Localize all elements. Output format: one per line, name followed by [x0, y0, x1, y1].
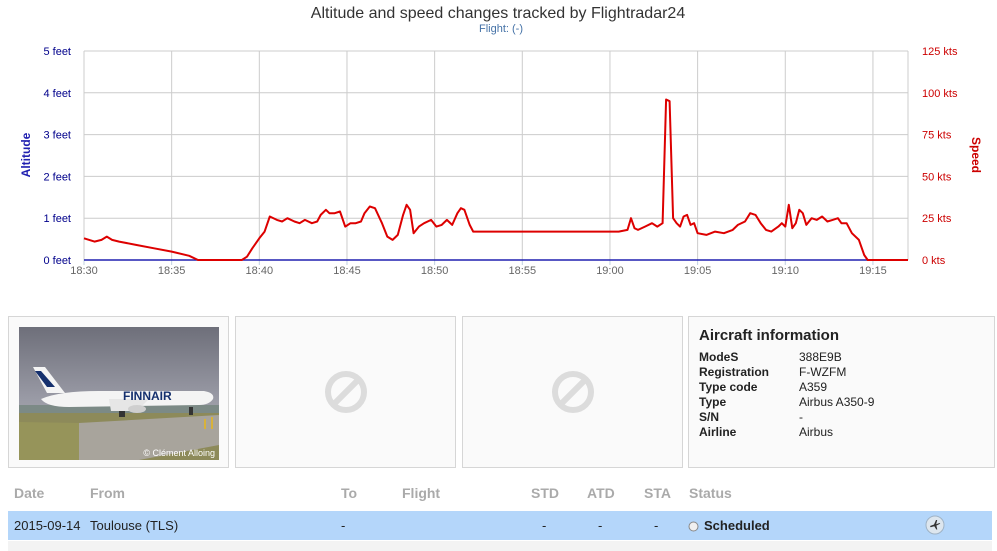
y-right-tick-label: 100 kts — [922, 88, 958, 100]
table-row — [8, 541, 992, 551]
row-atd: - — [598, 518, 603, 533]
col-std[interactable]: STD — [531, 485, 559, 501]
status-dot-icon — [688, 521, 699, 532]
col-status[interactable]: Status — [689, 485, 732, 501]
flight-table-header: Date From To Flight STD ATD STA Status — [0, 483, 997, 505]
altitude-speed-chart: Altitude and speed changes tracked by Fl… — [19, 5, 983, 277]
info-label: Type code — [699, 380, 758, 394]
col-sta[interactable]: STA — [644, 485, 671, 501]
info-label: ModeS — [699, 350, 739, 364]
x-tick-label: 18:55 — [509, 265, 537, 277]
row-from[interactable]: Toulouse (TLS) — [90, 518, 179, 533]
info-row-type: Type Airbus A350-9 — [699, 395, 994, 410]
info-label: Airline — [699, 425, 737, 439]
x-tick-label: 18:45 — [333, 265, 361, 277]
col-date[interactable]: Date — [14, 485, 45, 501]
no-image-icon — [324, 371, 367, 413]
y-left-tick-label: 4 feet — [43, 88, 71, 100]
y-right-tick-label: 25 kts — [922, 213, 952, 225]
info-row-sn: S/N - — [699, 410, 994, 425]
info-label: Type — [699, 395, 727, 409]
info-value: F-WZFM — [799, 365, 847, 379]
y-right-axis-title: Speed — [969, 137, 983, 173]
photo-credit: © Clément Alloing — [143, 448, 215, 458]
info-row-modes: ModeS 388E9B — [699, 350, 994, 365]
info-row-airline: Airline Airbus — [699, 425, 994, 440]
y-left-tick-label: 0 feet — [43, 255, 71, 267]
info-value: A359 — [799, 380, 828, 394]
x-tick-label: 19:05 — [684, 265, 712, 277]
chart-subtitle: Flight: (-) — [479, 23, 523, 35]
y-left-tick-label: 5 feet — [43, 46, 71, 58]
x-tick-label: 19:10 — [772, 265, 800, 277]
x-tick-label: 19:00 — [596, 265, 624, 277]
y-left-tick-label: 3 feet — [43, 130, 71, 142]
col-atd[interactable]: ATD — [587, 485, 615, 501]
info-row-type-code: Type code A359 — [699, 380, 994, 395]
x-tick-label: 18:35 — [158, 265, 186, 277]
col-flight[interactable]: Flight — [402, 485, 441, 501]
x-tick-label: 19:15 — [859, 265, 887, 277]
series-line-speed — [83, 98, 908, 261]
aircraft-photo[interactable]: FINNAIR © Clément Alloing — [19, 327, 219, 460]
info-value: 388E9B — [799, 350, 842, 364]
row-to: - — [341, 518, 346, 533]
y-right-tick-label: 75 kts — [922, 130, 952, 142]
aircraft-photo-panel: FINNAIR © Clément Alloing — [8, 316, 229, 468]
info-label: Registration — [699, 365, 770, 379]
svg-text:FINNAIR: FINNAIR — [123, 389, 172, 403]
info-label: S/N — [699, 410, 720, 424]
info-value: Airbus A350-9 — [799, 395, 875, 409]
empty-photo-panel-2 — [462, 316, 683, 468]
col-from[interactable]: From — [90, 485, 125, 501]
empty-photo-panel-1 — [235, 316, 456, 468]
aircraft-info-panel: Aircraft information ModeS 388E9B Registr… — [688, 316, 995, 468]
row-status: Scheduled — [704, 518, 770, 533]
info-row-registration: Registration F-WZFM — [699, 365, 994, 380]
chart-title: Altitude and speed changes tracked by Fl… — [311, 5, 686, 22]
x-tick-label: 18:40 — [246, 265, 274, 277]
plane-icon[interactable] — [925, 515, 945, 535]
y-right-tick-label: 125 kts — [922, 46, 958, 58]
y-right-tick-label: 50 kts — [922, 171, 952, 183]
y-left-tick-label: 1 feet — [43, 213, 71, 225]
table-row[interactable]: 2015-09-14 Toulouse (TLS) - - - - Schedu… — [8, 511, 992, 540]
y-left-tick-label: 2 feet — [43, 171, 71, 183]
no-image-icon — [551, 371, 594, 413]
row-sta: - — [654, 518, 659, 533]
row-date: 2015-09-14 — [14, 518, 81, 533]
aircraft-info-title: Aircraft information — [699, 327, 840, 344]
chart-svg: Altitude and speed changes tracked by Fl… — [19, 5, 983, 277]
row-std: - — [542, 518, 547, 533]
y-right-tick-label: 0 kts — [922, 255, 946, 267]
info-value: Airbus — [799, 425, 834, 439]
y-left-axis-title: Altitude — [19, 132, 33, 177]
info-value: - — [799, 410, 803, 424]
col-to[interactable]: To — [341, 485, 358, 501]
x-tick-label: 18:30 — [70, 265, 98, 277]
x-tick-label: 18:50 — [421, 265, 449, 277]
